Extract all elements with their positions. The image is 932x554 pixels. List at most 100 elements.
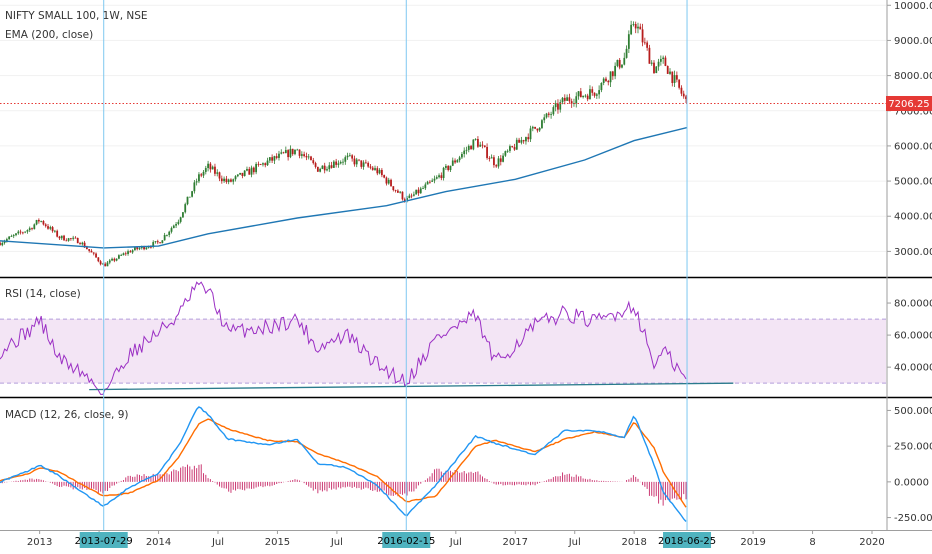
candle-body — [268, 157, 271, 161]
candle-body — [659, 58, 662, 62]
candle-body — [31, 228, 33, 230]
candle-body — [390, 179, 392, 187]
candle-body — [429, 181, 431, 183]
candle-body — [474, 139, 477, 140]
time-tick-label: Jul — [330, 537, 343, 548]
macd-signal-line — [0, 418, 687, 508]
candle-body — [486, 146, 488, 159]
candle-body — [438, 175, 440, 178]
candle-body — [243, 170, 246, 176]
candle-body — [632, 24, 635, 25]
candle-body — [371, 167, 374, 170]
candle-body — [483, 145, 486, 147]
candle-body — [579, 91, 582, 98]
candle-body — [230, 179, 232, 182]
time-tick-label: 2015 — [265, 537, 290, 548]
candle-body — [534, 126, 536, 129]
candle-body — [625, 48, 628, 58]
macd-tick-label: 500.0000 — [894, 406, 932, 417]
candle-body — [81, 242, 84, 245]
candle-body — [79, 243, 81, 245]
candle-body — [559, 102, 562, 110]
candle-body — [252, 167, 255, 173]
candle-body — [67, 238, 70, 241]
candle-body — [216, 172, 219, 174]
candle-body — [262, 163, 264, 165]
candle-body — [92, 252, 95, 254]
candle-body — [211, 166, 214, 170]
candle-body — [648, 47, 651, 64]
rsi-tick-label: 80.0000 — [894, 299, 932, 310]
candle-body — [605, 78, 607, 81]
candle-body — [623, 57, 626, 65]
candle-body — [614, 65, 617, 77]
crosshair-layer — [103, 0, 688, 530]
candle-body — [335, 161, 338, 165]
candle-body — [316, 166, 319, 172]
symbol-title: NIFTY SMALL 100, 1W, NSE — [5, 10, 148, 22]
candle-body — [177, 221, 180, 225]
candle-body — [607, 80, 610, 83]
candle-body — [415, 189, 418, 195]
candle-body — [85, 247, 88, 250]
candle-body — [547, 113, 550, 115]
candle-body — [641, 29, 644, 43]
candle-body — [284, 150, 287, 154]
candle-body — [497, 158, 500, 167]
candle-body — [51, 227, 54, 232]
candle-body — [509, 146, 511, 151]
candle-body — [394, 190, 397, 191]
time-tick-label: 2020 — [859, 537, 884, 548]
candle-body — [451, 160, 454, 166]
candle-body — [159, 242, 161, 244]
candle-body — [426, 181, 429, 185]
macd-legend: MACD (12, 26, close, 9) — [5, 409, 128, 421]
candle-body — [458, 157, 461, 161]
candle-body — [364, 162, 367, 164]
candle-body — [220, 178, 223, 182]
date-badge: 2013-07-29 — [75, 532, 133, 548]
candle-body — [630, 24, 633, 35]
candle-body — [328, 165, 331, 170]
candle-body — [520, 140, 523, 143]
candle-body — [611, 71, 614, 77]
candle-body — [17, 231, 20, 234]
candle-body — [575, 96, 578, 104]
candle-body — [545, 113, 548, 118]
candle-body — [337, 163, 340, 165]
candle-body — [287, 150, 290, 158]
rsi-line — [0, 281, 687, 395]
price-badge-text: 7206.25 — [888, 99, 929, 110]
candle-body — [122, 253, 125, 256]
candle-body — [56, 230, 59, 237]
price-tick-label: 4000.00 — [894, 212, 932, 223]
candle-body — [442, 167, 445, 179]
price-tick-label: 10000.00 — [894, 1, 932, 12]
candle-body — [435, 177, 438, 179]
candle-body — [259, 164, 262, 166]
candle-body — [5, 239, 8, 242]
candle-body — [525, 137, 527, 142]
candle-body — [358, 159, 360, 161]
candle-body — [129, 251, 132, 253]
candle-body — [653, 62, 655, 74]
candle-body — [102, 263, 104, 265]
candle-body — [90, 250, 93, 253]
macd-tick-label: -250.0000 — [894, 513, 932, 524]
candle-body — [522, 140, 525, 142]
candle-body — [184, 204, 187, 213]
candle-body — [403, 199, 406, 202]
candle-body — [246, 168, 248, 171]
candle-body — [380, 169, 383, 176]
candle-body — [424, 184, 427, 189]
candle-body — [104, 263, 107, 267]
candle-body — [490, 157, 493, 159]
candle-body — [506, 150, 509, 152]
candle-body — [470, 145, 472, 150]
candle-body — [502, 155, 504, 162]
date-badge-text: 2013-07-29 — [75, 536, 133, 547]
time-tick-label: Jul — [568, 537, 581, 548]
candle-body — [557, 103, 559, 110]
